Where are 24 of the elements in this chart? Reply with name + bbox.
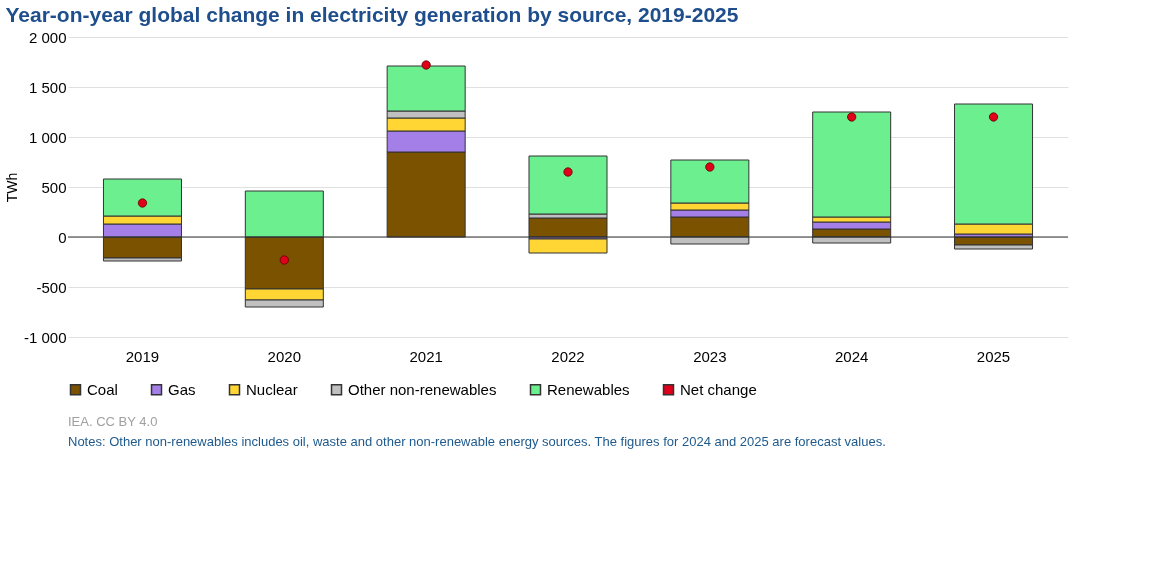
legend-label: Other non-renewables xyxy=(348,380,497,398)
legend-label: Coal xyxy=(87,380,118,398)
x-tick-label: 2022 xyxy=(551,347,585,365)
chart-title: Year-on-year global change in electricity generation by source, 2019-2025 xyxy=(5,3,739,26)
legend-label: Gas xyxy=(168,380,196,398)
x-tick-label: 2025 xyxy=(976,347,1011,365)
legend-label: Nuclear xyxy=(246,380,298,398)
y-tick-label: 2 000 xyxy=(28,28,67,46)
y-tick-label: 1 500 xyxy=(28,78,67,96)
y-tick-label: 0 xyxy=(58,228,67,246)
text: IEA. CC BY 4.0 xyxy=(68,414,158,429)
x-tick-label: 2019 xyxy=(125,347,160,365)
x-tick-label: 2020 xyxy=(267,347,301,365)
x-tick-label: 2024 xyxy=(835,347,869,365)
legend-label: Net change xyxy=(680,380,757,398)
x-tick-label: 2023 xyxy=(693,347,727,365)
x-tick-label: 2021 xyxy=(409,347,443,365)
y-tick-label: 1 000 xyxy=(28,128,67,146)
y-axis-title: TWh xyxy=(3,172,20,203)
legend-label: Renewables xyxy=(547,380,630,398)
y-tick-label: -1 000 xyxy=(23,328,67,346)
y-tick-label: -500 xyxy=(36,278,67,296)
text: Notes: Other non-renewables includes oil, waste and other non-renewable energy sources. The figures for 2024 and 2025 are forecast values. xyxy=(68,434,886,449)
y-tick-label: 500 xyxy=(41,178,67,196)
